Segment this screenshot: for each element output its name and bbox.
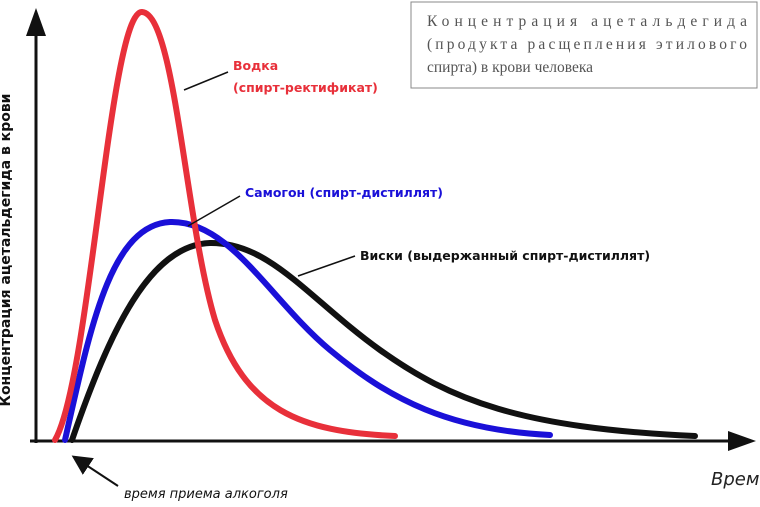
y-axis-label: Концентрация ацетальдегида в крови (0, 94, 14, 407)
vodka-curve (52, 8, 398, 443)
leader-line (183, 71, 229, 91)
curve-label: Самогон (спирт-дистиллят) (245, 185, 443, 200)
x-axis-label: Врем (711, 469, 759, 490)
curve-label: (спирт-ректификат) (233, 80, 378, 95)
legend-line: спирта) в крови человека (427, 59, 593, 76)
intake-note: время приема алкоголя (124, 487, 288, 502)
leader-line (187, 195, 241, 227)
intake-arrow (71, 455, 119, 487)
y-axis-arrow (26, 8, 46, 36)
legend-line: (продукта расщепления этилового (427, 36, 747, 53)
samogon-curve (62, 218, 553, 443)
x-axis-arrow (728, 431, 756, 451)
curve-label: Виски (выдержанный спирт-дистиллят) (360, 248, 650, 263)
whisky-curve (69, 239, 698, 443)
legend-box (410, 1, 758, 89)
curve-label: Водка (233, 58, 278, 73)
leader-line (297, 255, 356, 277)
